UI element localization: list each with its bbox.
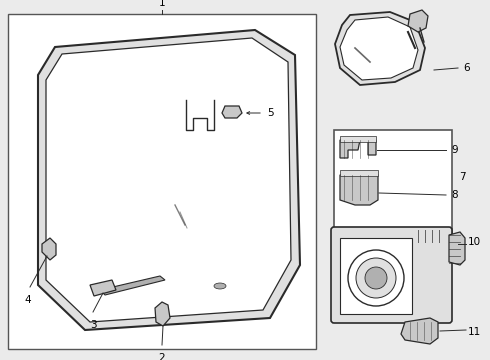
Polygon shape [340, 136, 376, 142]
Polygon shape [38, 30, 300, 330]
Circle shape [356, 258, 396, 298]
Polygon shape [449, 232, 465, 265]
Text: 5: 5 [267, 108, 273, 118]
Text: 10: 10 [468, 237, 481, 247]
Text: 6: 6 [463, 63, 469, 73]
Polygon shape [42, 238, 56, 260]
Text: 8: 8 [451, 190, 458, 200]
Text: 4: 4 [24, 295, 31, 305]
Bar [334, 130, 452, 240]
Polygon shape [408, 10, 428, 32]
Polygon shape [340, 170, 378, 176]
Bar [8, 14, 316, 349]
Polygon shape [90, 280, 116, 296]
Bar [340, 238, 412, 314]
Polygon shape [340, 172, 378, 205]
Text: 2: 2 [159, 353, 165, 360]
Polygon shape [100, 276, 165, 295]
Text: 11: 11 [468, 327, 481, 337]
Text: 7: 7 [459, 172, 466, 182]
Polygon shape [401, 318, 438, 344]
FancyBboxPatch shape [331, 227, 452, 323]
Circle shape [365, 267, 387, 289]
Text: 3: 3 [90, 320, 97, 330]
Polygon shape [340, 17, 418, 80]
Polygon shape [46, 38, 291, 322]
Ellipse shape [214, 283, 226, 289]
Polygon shape [340, 140, 376, 158]
Text: 1: 1 [159, 0, 165, 8]
Polygon shape [222, 106, 242, 118]
Text: 9: 9 [451, 145, 458, 155]
Circle shape [348, 250, 404, 306]
Polygon shape [155, 302, 170, 326]
Polygon shape [335, 12, 425, 85]
